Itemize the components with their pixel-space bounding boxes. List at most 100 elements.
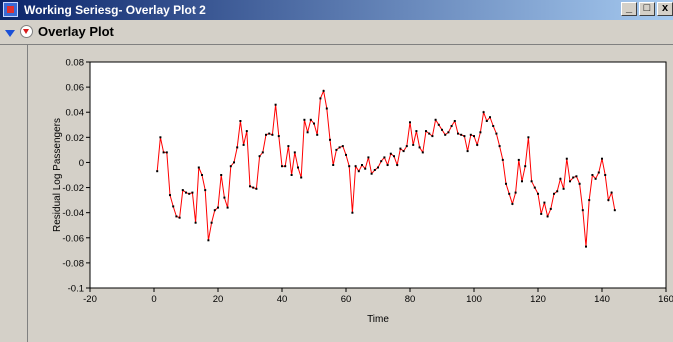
data-point <box>290 174 293 176</box>
data-point <box>229 165 232 168</box>
data-point <box>591 174 594 176</box>
data-point <box>348 165 351 168</box>
data-point <box>169 194 171 197</box>
data-point <box>313 122 315 125</box>
data-point <box>418 146 421 149</box>
data-point <box>281 165 283 168</box>
data-point <box>492 125 495 127</box>
data-point <box>597 171 600 174</box>
x-tick-label: 100 <box>466 294 482 305</box>
panel-divider <box>0 44 673 45</box>
resize-grip[interactable] <box>662 331 672 341</box>
data-point <box>508 192 511 195</box>
data-point <box>361 164 363 166</box>
data-point <box>457 132 459 135</box>
data-point <box>201 174 203 176</box>
data-point <box>274 103 277 106</box>
disclosure-triangle-icon[interactable] <box>5 30 15 37</box>
data-point <box>501 158 504 161</box>
data-point <box>345 153 347 156</box>
data-point <box>428 132 431 135</box>
data-point <box>613 209 616 212</box>
x-axis-label: Time <box>367 314 389 325</box>
data-point <box>610 191 613 194</box>
data-point <box>303 118 306 121</box>
data-point <box>357 170 360 173</box>
data-point <box>213 209 216 212</box>
data-point <box>441 128 443 131</box>
data-point <box>524 165 527 168</box>
data-point <box>236 146 239 149</box>
data-point <box>399 147 402 150</box>
data-point <box>578 182 581 185</box>
data-point <box>271 133 274 136</box>
data-point <box>185 191 187 194</box>
data-point <box>601 157 603 160</box>
data-point <box>514 191 517 194</box>
data-point <box>460 133 463 136</box>
data-point <box>223 196 226 199</box>
data-point <box>421 151 424 154</box>
data-point <box>300 176 303 179</box>
data-point <box>178 216 181 219</box>
data-point <box>364 167 367 170</box>
data-point <box>338 146 341 149</box>
data-point <box>389 152 392 155</box>
red-triangle-menu-icon[interactable] <box>20 25 33 38</box>
data-point <box>453 120 456 122</box>
data-point <box>377 166 379 169</box>
data-point <box>354 165 357 168</box>
data-point <box>565 157 568 160</box>
y-tick-label: -0.1 <box>68 284 84 295</box>
data-point <box>370 172 373 175</box>
maximize-button[interactable]: □ <box>639 2 655 16</box>
data-point <box>258 155 261 158</box>
data-point <box>194 221 197 224</box>
data-point <box>533 186 536 189</box>
panel-title: Overlay Plot <box>38 24 114 39</box>
data-point <box>553 192 555 195</box>
data-point <box>546 215 549 218</box>
x-tick-label: 140 <box>594 294 610 305</box>
data-point <box>511 202 514 205</box>
data-point <box>306 131 309 134</box>
data-point <box>277 135 280 138</box>
data-point <box>156 170 159 173</box>
data-point <box>466 150 469 153</box>
y-tick-label: -0.04 <box>62 208 84 219</box>
data-point <box>604 174 607 176</box>
y-axis-label: Residual Log Passengers <box>52 118 63 232</box>
data-point <box>284 165 287 168</box>
data-point <box>405 145 408 148</box>
data-point <box>181 189 184 192</box>
data-point <box>527 136 530 139</box>
data-point <box>319 97 322 100</box>
data-point <box>309 118 312 121</box>
y-tick-label: 0.04 <box>66 108 85 119</box>
data-point <box>485 120 488 122</box>
window-title: Working Seriesg- Overlay Plot 2 <box>24 3 206 17</box>
x-tick-label: 40 <box>277 294 288 305</box>
data-point <box>537 192 539 195</box>
data-point <box>521 180 523 183</box>
data-point <box>393 155 395 158</box>
data-point <box>402 150 405 153</box>
data-point <box>373 169 376 171</box>
data-point <box>175 215 178 218</box>
data-point <box>425 130 427 133</box>
data-point <box>217 206 219 209</box>
data-point <box>210 221 213 224</box>
data-point <box>165 151 168 154</box>
data-point <box>562 187 565 190</box>
data-point <box>450 125 453 127</box>
panel-indent-line <box>27 45 28 342</box>
data-point <box>581 209 584 212</box>
data-point <box>207 239 210 242</box>
data-point <box>556 190 559 193</box>
minimize-button[interactable]: _ <box>621 2 637 16</box>
window-titlebar[interactable]: Working Seriesg- Overlay Plot 2 _ □ x <box>0 0 673 20</box>
data-point <box>415 130 418 133</box>
data-point <box>498 145 501 148</box>
window-controls: _ □ x <box>621 2 673 18</box>
